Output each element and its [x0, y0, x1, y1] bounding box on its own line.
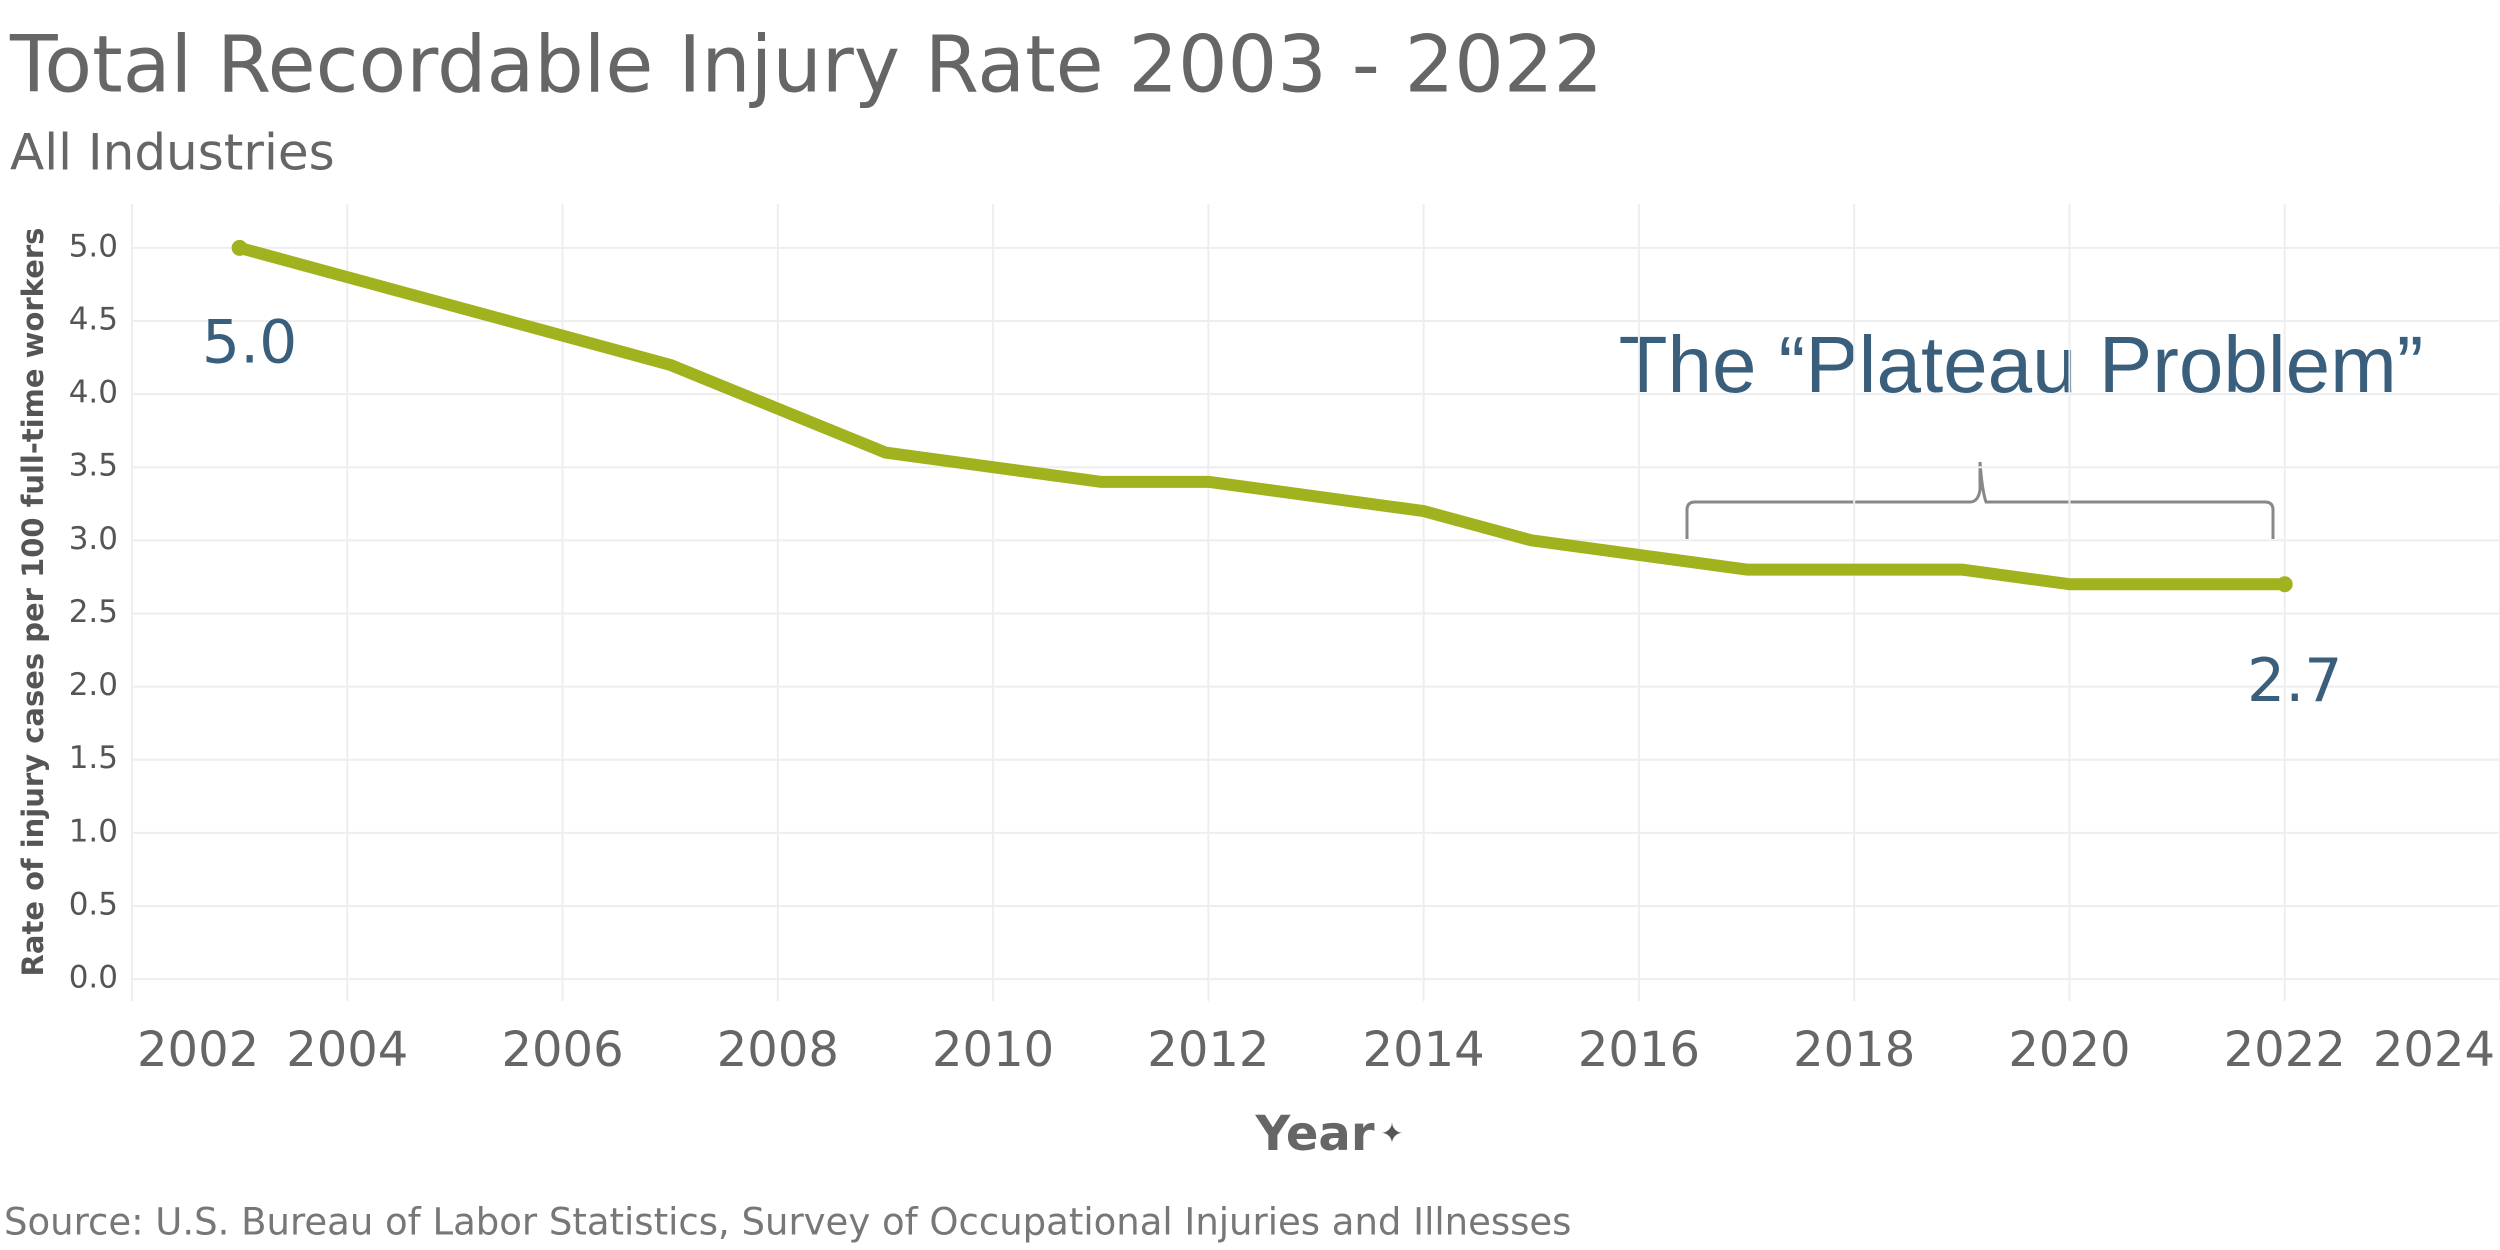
y-tick-label: 0.5 — [69, 886, 118, 922]
x-tick-label: 2002 — [137, 1022, 259, 1078]
end-point — [2276, 576, 2293, 593]
y-tick-label: 3.5 — [69, 448, 118, 484]
y-tick-label: 3.0 — [69, 521, 118, 557]
x-tick-label: 2004 — [286, 1022, 408, 1078]
y-tick-label: 4.5 — [69, 301, 118, 337]
chart-title: Total Recordable Injury Rate 2003 - 2022 — [9, 20, 1603, 110]
value-label: 2.7 — [2247, 646, 2342, 716]
x-tick-label: 2006 — [501, 1022, 623, 1078]
x-tick-label: 2018 — [1793, 1022, 1915, 1078]
end-point — [231, 239, 248, 256]
y-tick-label: 0.0 — [69, 960, 118, 996]
x-tick-label: 2010 — [932, 1022, 1054, 1078]
brace — [1685, 461, 2275, 539]
chart-subtitle: All Industries — [10, 124, 335, 182]
y-axis-title: Rate of injury cases per 100 full-time w… — [16, 228, 50, 977]
x-tick-label: 2022 — [2224, 1022, 2346, 1078]
x-tick-label: 2020 — [2008, 1022, 2130, 1078]
x-tick-label: 2016 — [1578, 1022, 1700, 1078]
x-tick-label: 2012 — [1147, 1022, 1269, 1078]
sort-icon[interactable]: ✦ — [1380, 1117, 1403, 1150]
x-axis-title: Year — [1255, 1106, 1375, 1162]
y-tick-label: 4.0 — [69, 375, 118, 411]
line-series — [238, 242, 2285, 591]
y-tick-label: 1.5 — [69, 740, 118, 776]
source-note: Source: U.S. Bureau of Labor Statistics,… — [4, 1201, 1571, 1244]
y-tick-label: 2.5 — [69, 594, 118, 630]
value-label: 5.0 — [202, 307, 297, 377]
x-tick-label: 2014 — [1363, 1022, 1485, 1078]
x-tick-label: 2024 — [2373, 1022, 2495, 1078]
y-tick-label: 5.0 — [69, 228, 118, 264]
y-tick-label: 1.0 — [69, 813, 118, 849]
annotation: The “Plateau Problem” — [1619, 320, 2424, 409]
x-tick-label: 2008 — [717, 1022, 839, 1078]
y-tick-label: 2.0 — [69, 667, 118, 703]
